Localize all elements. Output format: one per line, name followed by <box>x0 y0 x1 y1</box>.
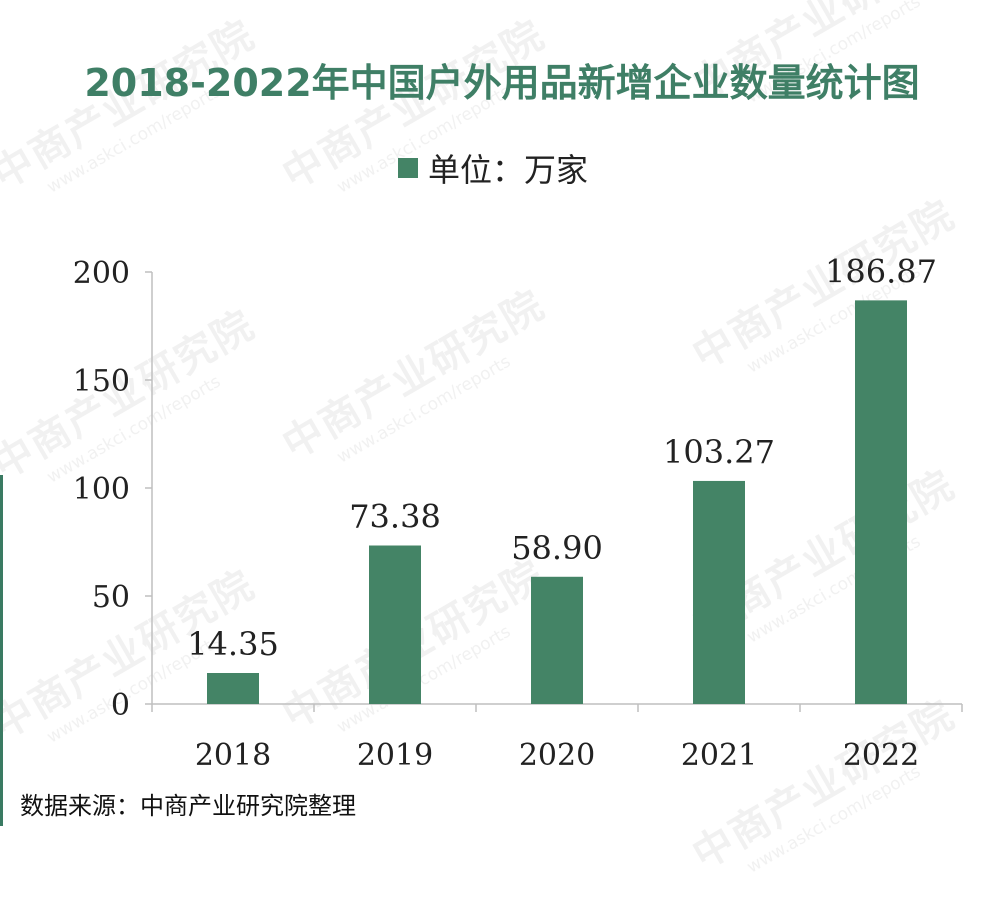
legend-label: 单位：万家 <box>428 151 589 189</box>
x-tick-label: 2018 <box>195 738 271 773</box>
bar-2022 <box>855 300 907 704</box>
bar-2021 <box>693 480 745 704</box>
y-tick-label: 150 <box>73 364 130 399</box>
y-tick-label: 0 <box>111 688 130 723</box>
data-label: 103.27 <box>663 433 775 471</box>
bar-2019 <box>369 545 421 704</box>
legend-swatch <box>398 158 418 178</box>
data-label: 14.35 <box>187 625 279 663</box>
data-label: 58.90 <box>511 529 603 567</box>
legend: 单位：万家 <box>398 148 589 189</box>
bar-chart: 0 50 100 150 200 2018 14.35 2019 73.38 2020 58.90… <box>73 252 963 773</box>
bar-2020 <box>531 576 583 704</box>
data-label: 186.87 <box>825 252 937 290</box>
y-tick-label: 100 <box>73 472 130 507</box>
y-tick-label: 200 <box>73 256 130 291</box>
data-label: 73.38 <box>349 497 441 535</box>
y-tick-label: 50 <box>92 580 130 615</box>
left-accent-bar <box>0 475 3 826</box>
x-tick-label: 2020 <box>519 738 595 773</box>
x-tick-label: 2022 <box>843 738 919 773</box>
source-note: 数据来源：中商产业研究院整理 <box>20 792 356 820</box>
bar-2018 <box>207 673 259 704</box>
chart-title: 2018-2022年中国户外用品新增企业数量统计图 <box>84 61 920 105</box>
x-tick-label: 2021 <box>681 738 757 773</box>
x-tick-label: 2019 <box>357 738 433 773</box>
